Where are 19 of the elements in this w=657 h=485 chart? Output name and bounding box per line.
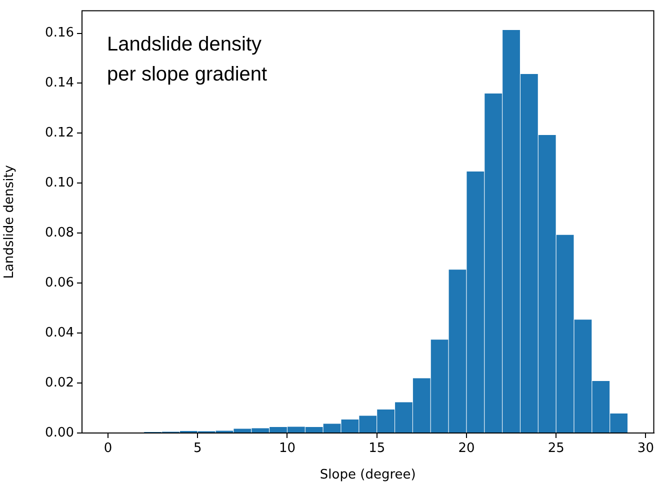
y-tick-label: 0.14 <box>45 76 74 91</box>
y-tick-label: 0.16 <box>45 26 74 41</box>
x-tick-label: 5 <box>193 441 202 456</box>
y-axis-title: Landslide density <box>2 164 18 279</box>
x-tick-label: 30 <box>637 441 654 456</box>
y-tick-label: 0.04 <box>45 325 74 340</box>
x-tick-label: 15 <box>368 441 386 456</box>
y-tick-label: 0.06 <box>45 275 74 290</box>
x-tick-label: 10 <box>278 441 296 456</box>
x-axis-title: Slope (degree) <box>320 468 416 483</box>
x-tick-label: 25 <box>548 441 564 456</box>
annotation: Landslide density per slope gradient <box>107 33 268 86</box>
y-tick-label: 0.10 <box>45 176 74 191</box>
x-tick-label: 0 <box>104 441 112 456</box>
y-tick-label: 0.00 <box>45 425 74 440</box>
y-tick-label: 0.08 <box>45 226 74 241</box>
x-tick-label: 20 <box>458 441 475 456</box>
y-tick-label: 0.02 <box>45 375 74 390</box>
y-tick-label: 0.12 <box>45 126 74 141</box>
